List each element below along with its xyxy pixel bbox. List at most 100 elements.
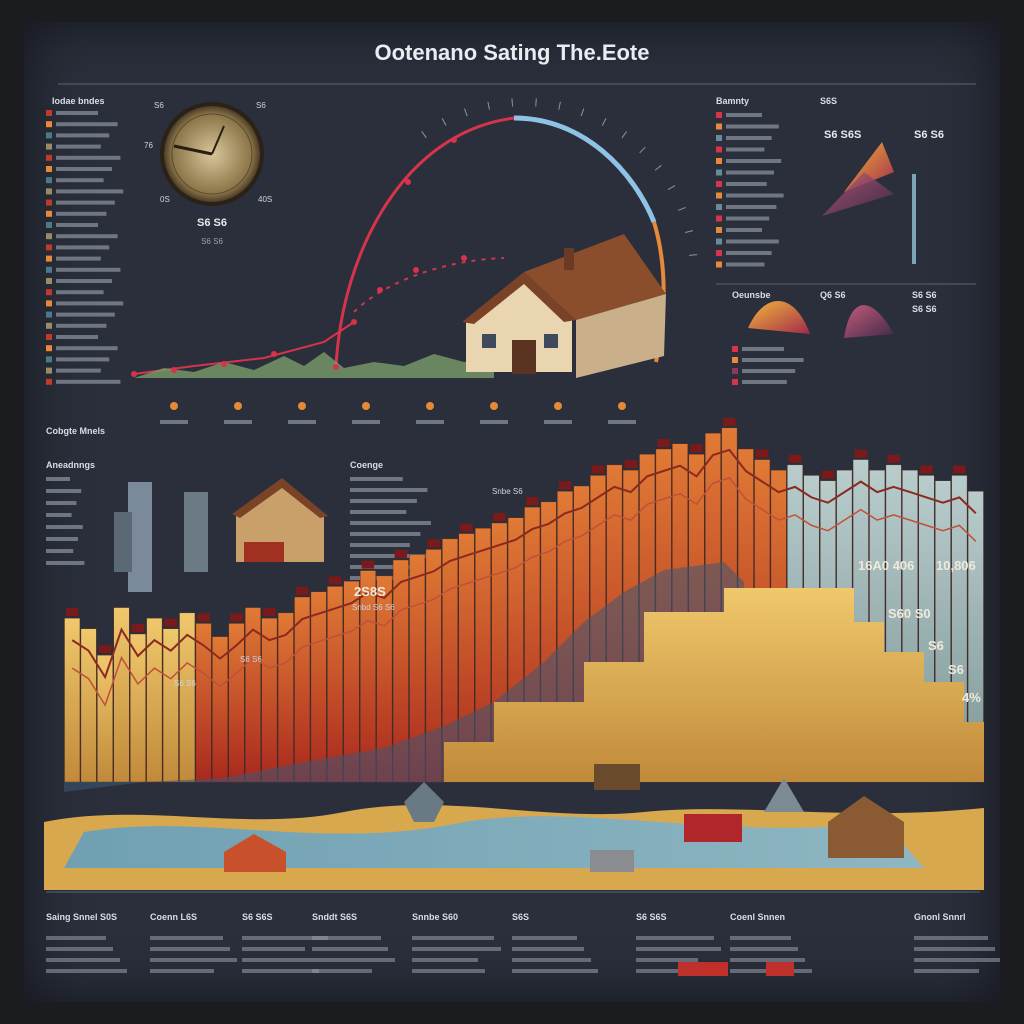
right-list-row (726, 170, 774, 175)
chart-bar (261, 617, 278, 783)
chart-bar-labels (66, 417, 966, 654)
mid-marker (362, 402, 370, 410)
chart-bar-tag (460, 523, 473, 532)
left-list-row (56, 122, 118, 127)
right-list-swatch (716, 158, 722, 164)
chart-bar-tag (427, 539, 440, 548)
footer-row (914, 969, 979, 973)
chart-bar-tag (131, 624, 145, 632)
right-list-row (726, 113, 762, 117)
chart-bar-tag (723, 417, 736, 426)
house-side (576, 294, 666, 378)
right-mid-label-b: Q6 S6 (820, 290, 846, 300)
right-list-row (726, 193, 784, 198)
chart-bar-tag (230, 613, 243, 622)
left-list-row (56, 167, 112, 171)
footer-row (730, 947, 798, 951)
footer-row (46, 958, 120, 962)
left-list-swatch (46, 289, 52, 296)
mid-marker-label (544, 420, 572, 424)
left-list-row (56, 312, 115, 317)
chart-bar-tag (920, 465, 933, 474)
arc-dot (405, 179, 411, 185)
house-panel-list-row (46, 489, 82, 493)
footer-rows (46, 936, 1002, 973)
left-list-swatch (46, 244, 52, 251)
infographic-board: Ootenano Sating The.Eote Iodae bndes S6 … (24, 22, 1002, 1002)
footer-row (412, 969, 485, 973)
left-list-row (56, 155, 121, 160)
tower-2 (184, 492, 208, 572)
footer-row (636, 958, 698, 962)
footer-labels: Saing Snnel S0S Coenn L6S S6 S6S Snddt S6S S… (46, 912, 966, 922)
footer-row (312, 958, 395, 962)
left-list-swatch (46, 322, 52, 329)
left-list-row (56, 245, 110, 250)
chart-bar-tag (493, 513, 506, 521)
arc-tick (535, 98, 537, 107)
arc-dot (221, 361, 227, 367)
annotation-a: 2S8S (354, 584, 386, 599)
red-car (684, 814, 742, 842)
house-roof-left (462, 272, 576, 324)
gauge-needle-2 (211, 125, 225, 155)
left-list-row (56, 234, 118, 239)
left-list-row (56, 357, 110, 362)
footer-row (46, 947, 113, 951)
arc-dot (351, 319, 357, 325)
right-list-row (726, 205, 777, 209)
arc-red (334, 116, 515, 368)
house-panel-list-row (46, 537, 78, 541)
left-list-swatch (46, 300, 52, 307)
arc-blue (513, 115, 657, 223)
chart-bar-tag (821, 470, 835, 479)
mid-markers (160, 402, 636, 424)
left-list-swatch (46, 121, 52, 128)
house-panel-mid-list-row (350, 532, 421, 536)
left-list-swatch (46, 188, 52, 195)
right-mid-list-row (742, 369, 796, 373)
house-illustration (462, 234, 666, 378)
chart-bar (310, 591, 327, 783)
gauge-label-left-top: S6 (154, 101, 164, 110)
diorama-house-1 (224, 834, 286, 872)
right-panel-value-a: S6 S6S (824, 129, 861, 141)
left-list-row (56, 189, 124, 194)
gauge-label-right-top: S6 (256, 101, 266, 110)
mid-section-label: Cobgte Mnels (46, 426, 105, 436)
footer-row (636, 936, 714, 940)
left-list-swatch (46, 233, 52, 240)
mid-marker-label (416, 420, 444, 424)
chart-bar-tag (394, 550, 407, 558)
right-list-row (726, 216, 770, 221)
trend-line-2 (71, 477, 977, 707)
left-list-swatch (46, 132, 52, 139)
footer-row (512, 969, 598, 973)
arc-tick (639, 146, 646, 154)
chart-bar-tag (657, 439, 670, 447)
right-mid-list-swatch (732, 368, 738, 374)
right-list-swatch (716, 112, 722, 118)
footer-row (412, 936, 494, 940)
house-panel-mid-list-row (350, 499, 417, 503)
left-list (46, 110, 124, 385)
tower-3 (114, 512, 132, 572)
left-list-row (56, 290, 104, 295)
right-list-row (726, 262, 765, 267)
chart-bar (327, 586, 343, 783)
arc-dot (131, 371, 137, 377)
right-list-swatch (716, 238, 722, 245)
left-list-swatch (46, 378, 52, 385)
right-list-swatch (716, 181, 722, 187)
landscape-diorama (44, 764, 984, 890)
chart-bar (228, 623, 245, 783)
pie-wedge-1 (844, 142, 894, 192)
left-list-swatch (46, 311, 52, 318)
arc-ticks (421, 98, 698, 256)
mid-marker (618, 402, 626, 410)
arc-hills (134, 352, 494, 378)
footer-label: Snnbe S60 (412, 912, 458, 922)
panel-house-2 (244, 542, 284, 562)
right-mid-label-a: Oeunsbe (732, 290, 771, 300)
right-list-swatch (716, 135, 722, 141)
